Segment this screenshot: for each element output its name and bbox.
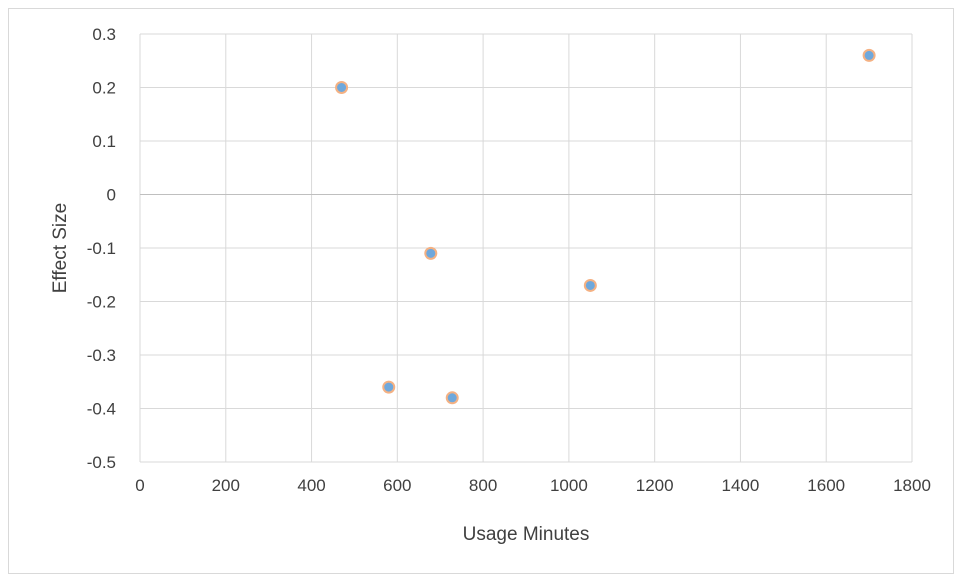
x-tick-label: 0 (135, 476, 144, 495)
x-axis-title: Usage Minutes (463, 524, 590, 545)
y-tick-label: 0.1 (92, 132, 116, 151)
x-tick-label: 1000 (550, 476, 588, 495)
y-tick-label: 0.3 (92, 25, 116, 44)
y-tick-label: 0.2 (92, 79, 116, 98)
data-point (445, 391, 459, 405)
data-point (335, 81, 349, 94)
x-tick-label: 200 (212, 476, 240, 495)
x-tick-label: 1600 (807, 476, 845, 495)
data-point (583, 278, 597, 292)
tick-labels: 0 200 400 600 800 1000 1200 1400 1600 1800 0.3 0.2 0… (87, 25, 931, 495)
x-tick-label: 1400 (722, 476, 760, 495)
x-tick-label: 600 (383, 476, 411, 495)
data-point (862, 48, 876, 62)
grid-lines (139, 33, 913, 463)
y-tick-label: -0.2 (87, 293, 116, 312)
chart-frame (8, 8, 954, 574)
x-tick-label: 800 (469, 476, 497, 495)
y-axis-title: Effect Size (50, 203, 71, 293)
y-tick-label: 0 (107, 186, 116, 205)
data-points (335, 48, 876, 405)
y-tick-label: -0.4 (87, 400, 116, 419)
data-point (382, 380, 396, 394)
x-tick-label: 1800 (893, 476, 931, 495)
y-tick-label: -0.3 (87, 346, 116, 365)
y-tick-label: -0.1 (87, 239, 116, 258)
x-tick-label: 400 (297, 476, 325, 495)
data-point (424, 246, 438, 260)
x-tick-label: 1200 (636, 476, 674, 495)
y-tick-label: -0.5 (87, 453, 116, 472)
